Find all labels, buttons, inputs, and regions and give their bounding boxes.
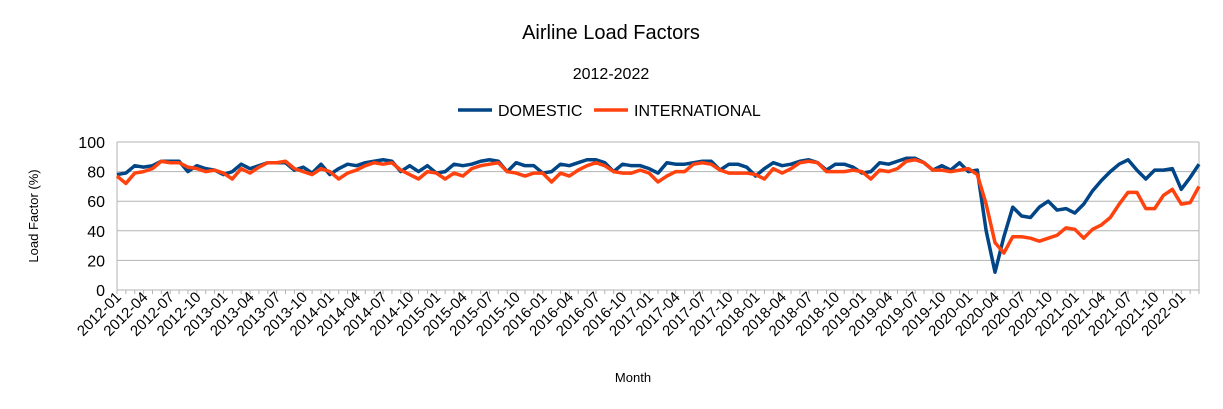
y-tick-label: 40 [87,224,105,241]
legend: DOMESTIC INTERNATIONAL [458,103,761,120]
x-axis-label: Month [615,370,651,385]
y-tick-label: 80 [87,165,105,182]
y-tick-label: 100 [78,135,105,152]
y-axis-ticks: 0 20 40 60 80 100 [78,135,105,300]
y-tick-label: 60 [87,194,105,211]
chart-subtitle: 2012-2022 [573,66,650,83]
y-tick-label: 20 [87,253,105,270]
series-line-international [115,158,1201,255]
y-axis-label: Load Factor (%) [26,169,41,262]
series-line-domestic [116,156,1201,274]
series-lines [115,156,1201,274]
x-axis-ticks: 2012-012012-042012-072012-102013-012013-… [74,289,1200,340]
legend-label-international: INTERNATIONAL [634,103,761,120]
legend-label-domestic: DOMESTIC [498,103,582,120]
chart-title: Airline Load Factors [522,22,700,44]
y-tick-label: 0 [96,283,105,300]
